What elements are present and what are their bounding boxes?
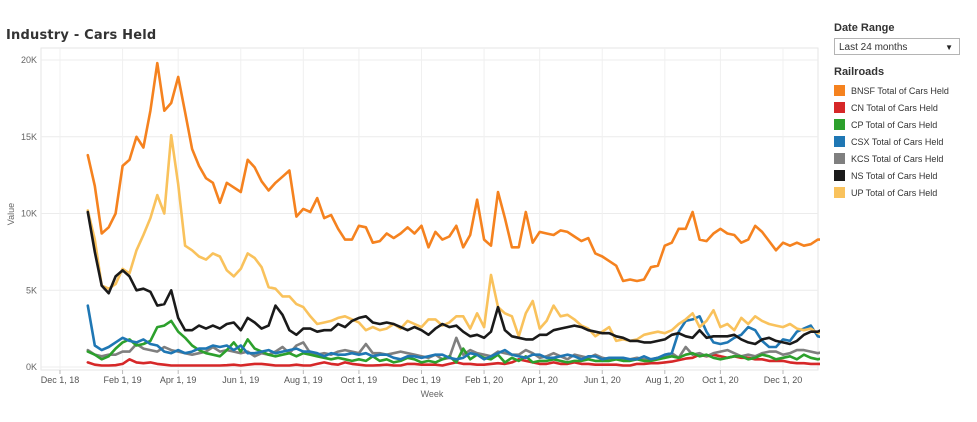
x-tick-label: Feb 1, 20 <box>465 375 503 385</box>
legend-swatch <box>834 102 845 113</box>
date-range-label: Date Range <box>834 22 895 34</box>
chart-axes <box>59 370 784 374</box>
legend-swatch <box>834 85 845 96</box>
legend-item-ns[interactable]: NS Total of Cars Held <box>834 167 962 184</box>
filter-panel: Date Range Last 24 months ▼ Railroads BN… <box>834 22 962 201</box>
legend-item-kcs[interactable]: KCS Total of Cars Held <box>834 150 962 167</box>
legend-label: CN Total of Cars Held <box>851 102 938 113</box>
line-chart: 0K 5K 10K 15K 20K Dec 1, 18 Feb 1, 19 Apr 1, 19… <box>6 47 820 399</box>
legend-item-bnsf[interactable]: BNSF Total of Cars Held <box>834 82 962 99</box>
series-line-ns <box>86 210 820 346</box>
series-line-csx <box>86 304 820 361</box>
chart-labels: 0K 5K 10K 15K 20K Dec 1, 18 Feb 1, 19 Apr 1, 19… <box>6 55 802 399</box>
page-title: Industry - Cars Held <box>6 28 157 43</box>
legend-item-up[interactable]: UP Total of Cars Held <box>834 184 962 201</box>
x-tick-label: Dec 1, 20 <box>764 375 803 385</box>
legend-item-cn[interactable]: CN Total of Cars Held <box>834 99 962 116</box>
legend-swatch <box>834 153 845 164</box>
x-tick-label: Feb 1, 19 <box>104 375 142 385</box>
legend-label: CSX Total of Cars Held <box>851 136 944 147</box>
legend-swatch <box>834 170 845 181</box>
x-tick-label: Dec 1, 18 <box>41 375 80 385</box>
y-tick-label: 5K <box>26 285 37 295</box>
legend-label: CP Total of Cars Held <box>851 119 938 130</box>
series-line-bnsf <box>86 61 820 283</box>
legend-label: NS Total of Cars Held <box>851 170 938 181</box>
y-tick-label: 20K <box>21 55 37 65</box>
series-line-up <box>86 133 820 343</box>
legend-item-cp[interactable]: CP Total of Cars Held <box>834 116 962 133</box>
railroads-label: Railroads <box>834 66 885 78</box>
date-range-select[interactable]: Last 24 months ▼ <box>834 38 960 55</box>
series-line-kcs <box>86 336 820 361</box>
x-tick-label: Aug 1, 20 <box>646 375 685 385</box>
legend-swatch <box>834 119 845 130</box>
legend-label: BNSF Total of Cars Held <box>851 85 949 96</box>
legend-swatch <box>834 187 845 198</box>
x-tick-label: Oct 1, 20 <box>702 375 739 385</box>
y-tick-label: 10K <box>21 209 37 219</box>
dropdown-caret-icon[interactable]: ▼ <box>945 43 953 52</box>
series-line-cn <box>86 353 820 367</box>
date-range-value: Last 24 months <box>839 42 908 53</box>
x-axis-title: Week <box>421 389 444 399</box>
legend-label: UP Total of Cars Held <box>851 187 938 198</box>
legend-swatch <box>834 136 845 147</box>
plot-area <box>40 47 819 371</box>
x-tick-label: Jun 1, 19 <box>222 375 259 385</box>
x-tick-label: Apr 1, 20 <box>521 375 558 385</box>
y-axis-title: Value <box>6 203 16 225</box>
legend-item-csx[interactable]: CSX Total of Cars Held <box>834 133 962 150</box>
x-tick-label: Aug 1, 19 <box>284 375 323 385</box>
x-tick-label: Apr 1, 19 <box>160 375 197 385</box>
x-tick-label: Oct 1, 19 <box>341 375 378 385</box>
x-tick-label: Jun 1, 20 <box>584 375 621 385</box>
legend: BNSF Total of Cars Held CN Total of Cars … <box>834 82 962 201</box>
x-tick-label: Dec 1, 19 <box>402 375 441 385</box>
chart-series <box>86 61 820 367</box>
y-tick-label: 0K <box>26 362 37 372</box>
legend-label: KCS Total of Cars Held <box>851 153 944 164</box>
series-line-cp <box>86 319 820 364</box>
y-tick-label: 15K <box>21 132 37 142</box>
